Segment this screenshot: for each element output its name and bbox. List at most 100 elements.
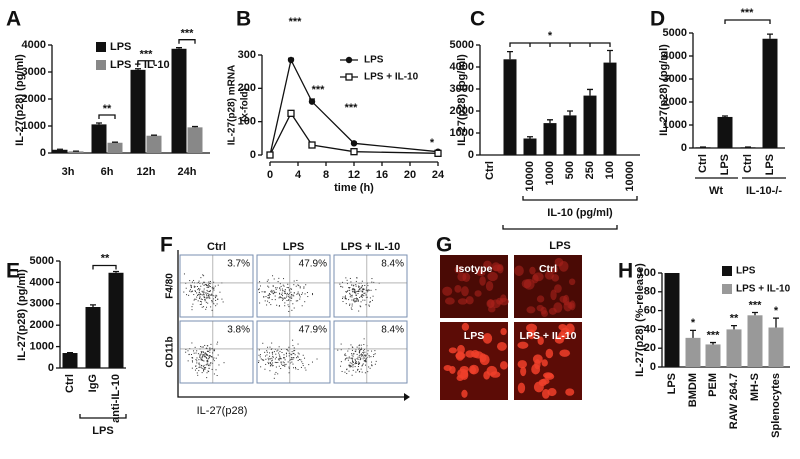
dot — [209, 294, 211, 296]
dot — [342, 281, 344, 283]
dot — [187, 360, 189, 362]
dot — [297, 359, 299, 361]
dot — [276, 350, 278, 352]
dot — [196, 357, 198, 359]
significance-bracket — [98, 114, 116, 120]
dot — [281, 294, 283, 296]
cell — [550, 289, 557, 301]
group-bracket — [79, 414, 127, 419]
dot — [292, 357, 294, 359]
dot — [196, 372, 198, 374]
dot — [365, 294, 367, 296]
y-tick-label: 4000 — [663, 50, 687, 62]
dot — [287, 299, 289, 301]
legend-label: LPS + IL-10 — [364, 72, 419, 83]
group-label: IL-10-/- — [746, 185, 782, 197]
percentage: 8.4% — [381, 259, 404, 270]
dot — [365, 357, 367, 359]
dot — [187, 350, 189, 352]
dot — [363, 352, 365, 354]
dot — [358, 352, 360, 354]
cell — [526, 323, 538, 333]
significance-bracket — [509, 42, 611, 47]
dot — [204, 368, 206, 370]
cell — [545, 348, 554, 359]
dot — [190, 287, 192, 289]
bar — [108, 272, 124, 368]
dot — [287, 304, 289, 306]
dot — [204, 344, 206, 346]
dot — [368, 356, 370, 358]
y-tick-label: 2000 — [663, 96, 687, 108]
cell — [533, 381, 544, 393]
dot — [368, 304, 370, 306]
dot — [366, 296, 368, 298]
cell — [565, 388, 575, 396]
dot — [365, 359, 367, 361]
dot — [356, 346, 358, 348]
dot — [217, 341, 219, 343]
dot — [270, 349, 272, 351]
dot — [268, 302, 270, 304]
dot — [279, 305, 281, 307]
dot — [210, 363, 212, 365]
cell — [486, 299, 495, 309]
dot — [193, 350, 195, 352]
dot — [213, 295, 215, 297]
dot — [274, 361, 276, 363]
cell — [468, 364, 479, 375]
dot — [278, 354, 280, 356]
dot — [208, 293, 210, 295]
dot — [360, 295, 362, 297]
dot — [201, 356, 203, 358]
dot — [203, 284, 205, 286]
error-bar — [752, 311, 758, 316]
dot — [291, 295, 293, 297]
panel-letter: H — [618, 260, 633, 283]
dot — [211, 309, 213, 311]
dot — [361, 348, 363, 350]
dot — [292, 339, 294, 341]
dot — [205, 364, 207, 366]
dot — [293, 284, 295, 286]
dot — [284, 293, 286, 295]
dot — [365, 290, 367, 292]
dot — [337, 349, 339, 351]
dot — [200, 351, 202, 353]
error-bar — [151, 134, 157, 136]
dot — [288, 296, 290, 298]
dot — [347, 359, 349, 361]
dot — [266, 280, 268, 282]
dot — [202, 351, 204, 353]
dot — [265, 363, 267, 365]
panel-letter: D — [650, 8, 665, 31]
dot — [344, 296, 346, 298]
dot — [195, 352, 197, 354]
dot — [363, 354, 365, 356]
x-tick-label: 10000 — [524, 161, 536, 192]
significance: ** — [101, 252, 110, 264]
dot — [363, 288, 365, 290]
dot — [205, 308, 207, 310]
dot — [206, 289, 208, 291]
dot — [302, 363, 304, 365]
dot — [215, 297, 217, 299]
dot — [289, 359, 291, 361]
dot — [208, 354, 210, 356]
dot — [190, 353, 192, 355]
column-label: LPS + IL-10 — [341, 241, 401, 253]
significance: *** — [741, 7, 755, 19]
dot — [297, 292, 299, 294]
x-tick-label: Ctrl — [484, 161, 496, 180]
dot — [190, 291, 192, 293]
dot — [223, 362, 225, 364]
dot — [270, 363, 272, 365]
y-axis-label: IL-27(p28) mRNA — [227, 65, 238, 146]
dot — [258, 361, 260, 363]
dot — [279, 296, 281, 298]
bar — [91, 124, 107, 153]
dot — [203, 294, 205, 296]
dot — [210, 306, 212, 308]
cell — [476, 270, 486, 277]
